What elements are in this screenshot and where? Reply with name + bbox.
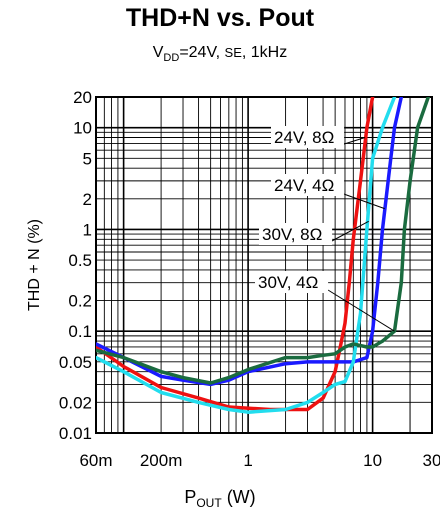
y-tick-label: 0.02 [59, 393, 92, 412]
x-tick-label: 200m [140, 451, 183, 470]
y-tick-label: 0.01 [59, 424, 92, 443]
x-tick-label: 1 [243, 451, 252, 470]
annotation-background [255, 271, 329, 293]
annotation-leader-line [327, 289, 395, 332]
vdd-label: V [152, 44, 164, 61]
y-tick-label: 0.05 [59, 353, 92, 372]
y-tick-label: 1 [83, 220, 92, 239]
series-line [96, 97, 404, 387]
annotation-label: 30V, 4Ω [258, 273, 318, 292]
x-axis-label-main: P [184, 487, 197, 507]
series-line [96, 97, 431, 385]
annotation-label: 24V, 8Ω [274, 128, 334, 147]
y-tick-label: 20 [73, 88, 92, 107]
y-tick-label: 10 [73, 119, 92, 138]
annotation-leader-line [340, 192, 385, 210]
x-axis-label: POUT (W) [0, 487, 440, 510]
annotation-label: 30V, 8Ω [262, 225, 322, 244]
vdd-value: =24V, [179, 44, 225, 61]
chart-subtitle: VDD=24V, SE, 1kHz [0, 44, 440, 64]
series-line [96, 97, 375, 412]
y-tick-label: 5 [83, 149, 92, 168]
y-axis-label: THD + N (%) [26, 219, 43, 311]
x-tick-label: 60m [79, 451, 112, 470]
series-group [96, 97, 431, 414]
y-tick-label: 0.1 [68, 322, 92, 341]
y-tick-label: 0.5 [68, 251, 92, 270]
mode-label: SE [224, 45, 242, 60]
x-axis-label-sub: OUT [196, 496, 222, 510]
plot-frame [95, 96, 433, 434]
annotation-background [259, 223, 333, 245]
freq-label: , 1kHz [241, 44, 288, 61]
x-axis-label-unit: (W) [221, 487, 256, 507]
y-tick-label: 2 [83, 190, 92, 209]
annotation-label: 24V, 4Ω [274, 176, 334, 195]
chart-title: THD+N vs. Pout [125, 4, 315, 32]
annotation-leader-line [329, 220, 369, 243]
annotation-background [271, 174, 345, 196]
series-line [96, 97, 397, 414]
annotation-background [271, 126, 345, 148]
x-tick-label: 30 [423, 451, 440, 470]
annotation-leader-line [340, 137, 366, 146]
x-tick-label: 10 [363, 451, 382, 470]
y-tick-label: 0.2 [68, 292, 92, 311]
vdd-subscript: DD [163, 52, 180, 64]
